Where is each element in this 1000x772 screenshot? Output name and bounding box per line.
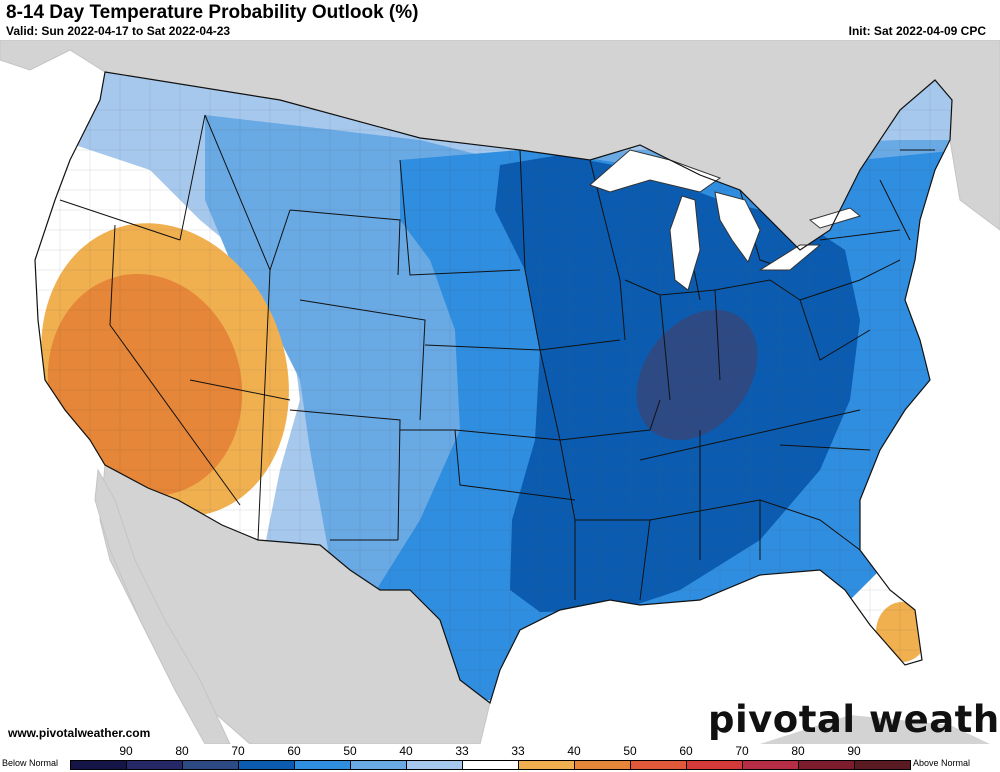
us-outline — [34, 71, 953, 705]
map-title: 8-14 Day Temperature Probability Outlook… — [6, 2, 419, 23]
legend-swatch — [126, 760, 183, 770]
lake-erie — [758, 244, 822, 271]
legend-tick-label: 70 — [231, 744, 245, 758]
legend-tick-label: 60 — [679, 744, 693, 758]
legend-tick-label: 40 — [567, 744, 581, 758]
above-normal-label: Above Normal — [913, 758, 971, 768]
state-borders — [59, 114, 935, 601]
legend-tick-label: 90 — [847, 744, 861, 758]
legend-swatch — [350, 760, 407, 770]
legend-swatch — [238, 760, 295, 770]
lake-huron — [714, 191, 761, 264]
legend-swatch — [70, 760, 127, 770]
great-lakes — [589, 149, 862, 291]
legend-tick-label: 50 — [623, 744, 637, 758]
legend-swatch — [686, 760, 743, 770]
legend-swatch — [294, 760, 351, 770]
cuba-island — [760, 715, 990, 744]
init-time: Init: Sat 2022-04-09 CPC — [848, 24, 986, 38]
legend-swatch — [462, 760, 519, 770]
website-link[interactable]: www.pivotalweather.com — [8, 726, 151, 740]
pivotal-weather-logo: pivotal weather — [708, 698, 1000, 741]
header: 8-14 Day Temperature Probability Outlook… — [0, 0, 1000, 40]
color-legend: 90 80 70 60 50 40 33 33 40 50 60 70 80 90 Below Norma… — [0, 744, 1000, 772]
legend-swatch — [742, 760, 799, 770]
legend-tick-label: 90 — [119, 744, 133, 758]
legend-swatch — [574, 760, 631, 770]
below-normal-label: Below Normal — [2, 758, 59, 768]
outlook-map — [0, 40, 1000, 744]
legend-tick-label: 33 — [511, 744, 525, 758]
legend-tick-label: 60 — [287, 744, 301, 758]
legend-tick-label: 50 — [343, 744, 357, 758]
legend-swatch — [182, 760, 239, 770]
legend-swatch — [630, 760, 687, 770]
legend-tick-label: 40 — [399, 744, 413, 758]
baja-peninsula — [94, 468, 231, 744]
legend-swatch — [518, 760, 575, 770]
lake-michigan — [669, 195, 701, 291]
valid-period: Valid: Sun 2022-04-17 to Sat 2022-04-23 — [6, 24, 231, 38]
legend-tick-label: 33 — [455, 744, 469, 758]
legend-tick-label: 80 — [175, 744, 189, 758]
lake-superior — [589, 149, 722, 193]
legend-swatch — [854, 760, 911, 770]
legend-tick-label: 70 — [735, 744, 749, 758]
legend-swatch — [798, 760, 855, 770]
below-70-center — [636, 309, 758, 441]
lake-ontario — [808, 207, 862, 229]
legend-tick-label: 80 — [791, 744, 805, 758]
legend-swatch — [406, 760, 463, 770]
